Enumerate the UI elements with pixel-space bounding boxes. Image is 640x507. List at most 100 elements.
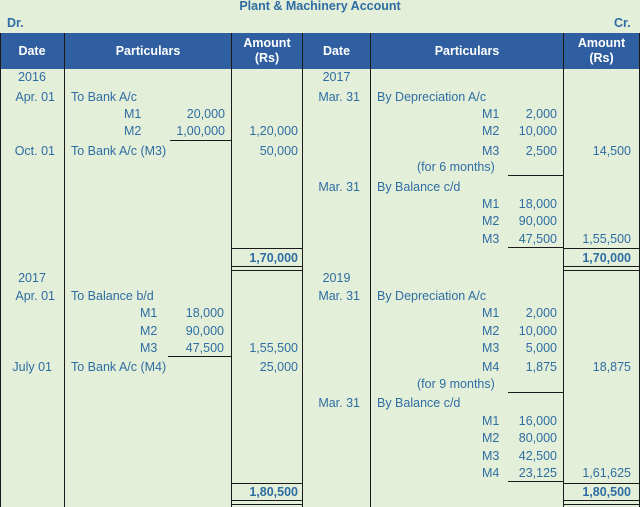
debit-particular: To Bank A/c (M4) [71, 360, 167, 374]
total-rule [564, 248, 639, 249]
credit-amount: 1,61,625 [582, 466, 631, 480]
column-rule [302, 33, 303, 507]
debit-amount: 50,000 [259, 144, 298, 158]
credit-total: 1,70,000 [582, 251, 631, 265]
debit-sub-label: M2 [140, 324, 158, 338]
header-particulars-debit: Particulars [115, 43, 181, 58]
credit-date: Mar. 31 [318, 180, 360, 194]
credit-note: (for 6 months) [417, 160, 495, 174]
double-rule [232, 266, 302, 271]
credit-year: 2017 [322, 70, 351, 84]
column-rule [64, 33, 65, 507]
total-rule [232, 248, 302, 249]
credit-sub-value: 2,000 [525, 306, 557, 320]
header-particulars-credit: Particulars [434, 43, 500, 58]
underline [508, 175, 563, 176]
column-rule [0, 33, 1, 507]
credit-sub-value: 10,000 [518, 124, 557, 138]
credit-sub-label: M1 [482, 414, 500, 428]
header-amount-debit: Amount (Rs) [232, 33, 302, 69]
debit-date: July 01 [12, 360, 52, 374]
debit-label: Dr. [7, 16, 24, 30]
debit-total: 1,80,500 [249, 485, 298, 499]
column-rule [370, 33, 371, 507]
header-date-credit: Date [322, 43, 351, 58]
header-date-debit: Date [18, 43, 46, 58]
credit-sub-label: M4 [482, 466, 500, 480]
credit-sub-label: M3 [482, 144, 500, 158]
debit-sub-label: M3 [140, 341, 158, 355]
credit-sub-value: 90,000 [518, 214, 557, 228]
debit-sub-label: M1 [124, 107, 142, 121]
table-header: Date Particulars Amount (Rs) Date Partic… [0, 33, 640, 69]
header-amount-debit-l1: Amount [243, 36, 291, 50]
debit-year: 2017 [18, 271, 46, 285]
debit-particular: To Bank A/c (M3) [71, 144, 167, 158]
double-rule [564, 500, 639, 505]
credit-sub-value: 18,000 [518, 197, 557, 211]
credit-sub-label: M1 [482, 306, 500, 320]
credit-sub-value: 1,875 [525, 360, 557, 374]
underline [508, 392, 563, 393]
credit-sub-label: M3 [482, 449, 500, 463]
underline [508, 247, 563, 248]
underline [168, 356, 231, 357]
column-rule [231, 33, 232, 507]
double-rule [564, 266, 639, 271]
credit-sub-value: 10,000 [518, 324, 557, 338]
credit-amount: 14,500 [592, 144, 631, 158]
debit-amount: 25,000 [259, 360, 298, 374]
debit-sub-value: 1,00,000 [176, 124, 225, 138]
credit-sub-label: M4 [482, 360, 500, 374]
debit-particular: To Bank A/c [71, 90, 138, 104]
debit-date: Apr. 01 [15, 289, 55, 303]
credit-sub-value: 16,000 [518, 414, 557, 428]
credit-particular: By Depreciation A/c [377, 90, 487, 104]
credit-particular: By Depreciation A/c [377, 289, 487, 303]
total-rule [232, 483, 302, 484]
credit-label: Cr. [614, 16, 631, 30]
debit-sub-value: 18,000 [185, 306, 224, 320]
debit-sub-label: M1 [140, 306, 158, 320]
credit-sub-value: 23,125 [518, 466, 557, 480]
debit-particular: To Balance b/d [71, 289, 154, 303]
credit-sub-value: 80,000 [518, 431, 557, 445]
credit-sub-value: 2,000 [525, 107, 557, 121]
debit-amount: 1,20,000 [249, 124, 298, 138]
credit-date: Mar. 31 [318, 289, 360, 303]
debit-total: 1,70,000 [249, 251, 298, 265]
double-rule [232, 500, 302, 505]
credit-amount: 1,55,500 [582, 232, 631, 246]
debit-sub-value: 20,000 [186, 107, 225, 121]
header-amount-credit: Amount (Rs) [564, 33, 639, 69]
debit-date: Oct. 01 [14, 144, 55, 158]
credit-sub-label: M3 [482, 341, 500, 355]
header-amount-credit-l2: (Rs) [589, 51, 614, 65]
credit-date: Mar. 31 [318, 90, 360, 104]
credit-amount: 18,875 [592, 360, 631, 374]
credit-year: 2019 [322, 271, 351, 285]
debit-year: 2016 [18, 70, 46, 84]
header-amount-credit-l1: Amount [577, 36, 626, 50]
debit-amount: 1,55,500 [249, 341, 298, 355]
debit-sub-label: M2 [124, 124, 142, 138]
credit-sub-value: 47,500 [518, 232, 557, 246]
account-title: Plant & Machinery Account [239, 0, 401, 13]
credit-date: Mar. 31 [318, 396, 360, 410]
credit-sub-label: M2 [482, 214, 500, 228]
credit-particular: By Balance c/d [377, 180, 461, 194]
credit-sub-label: M3 [482, 232, 500, 246]
header-amount-debit-l2: (Rs) [254, 51, 280, 65]
credit-sub-value: 42,500 [518, 449, 557, 463]
credit-sub-value: 2,500 [525, 144, 557, 158]
underline [170, 140, 231, 141]
credit-sub-label: M2 [482, 431, 500, 445]
credit-note: (for 9 months) [417, 377, 495, 391]
total-rule [564, 483, 639, 484]
underline [508, 481, 563, 482]
debit-sub-value: 90,000 [185, 324, 224, 338]
credit-total: 1,80,500 [582, 485, 631, 499]
credit-sub-value: 5,000 [525, 341, 557, 355]
credit-sub-label: M2 [482, 124, 500, 138]
credit-particular: By Balance c/d [377, 396, 461, 410]
